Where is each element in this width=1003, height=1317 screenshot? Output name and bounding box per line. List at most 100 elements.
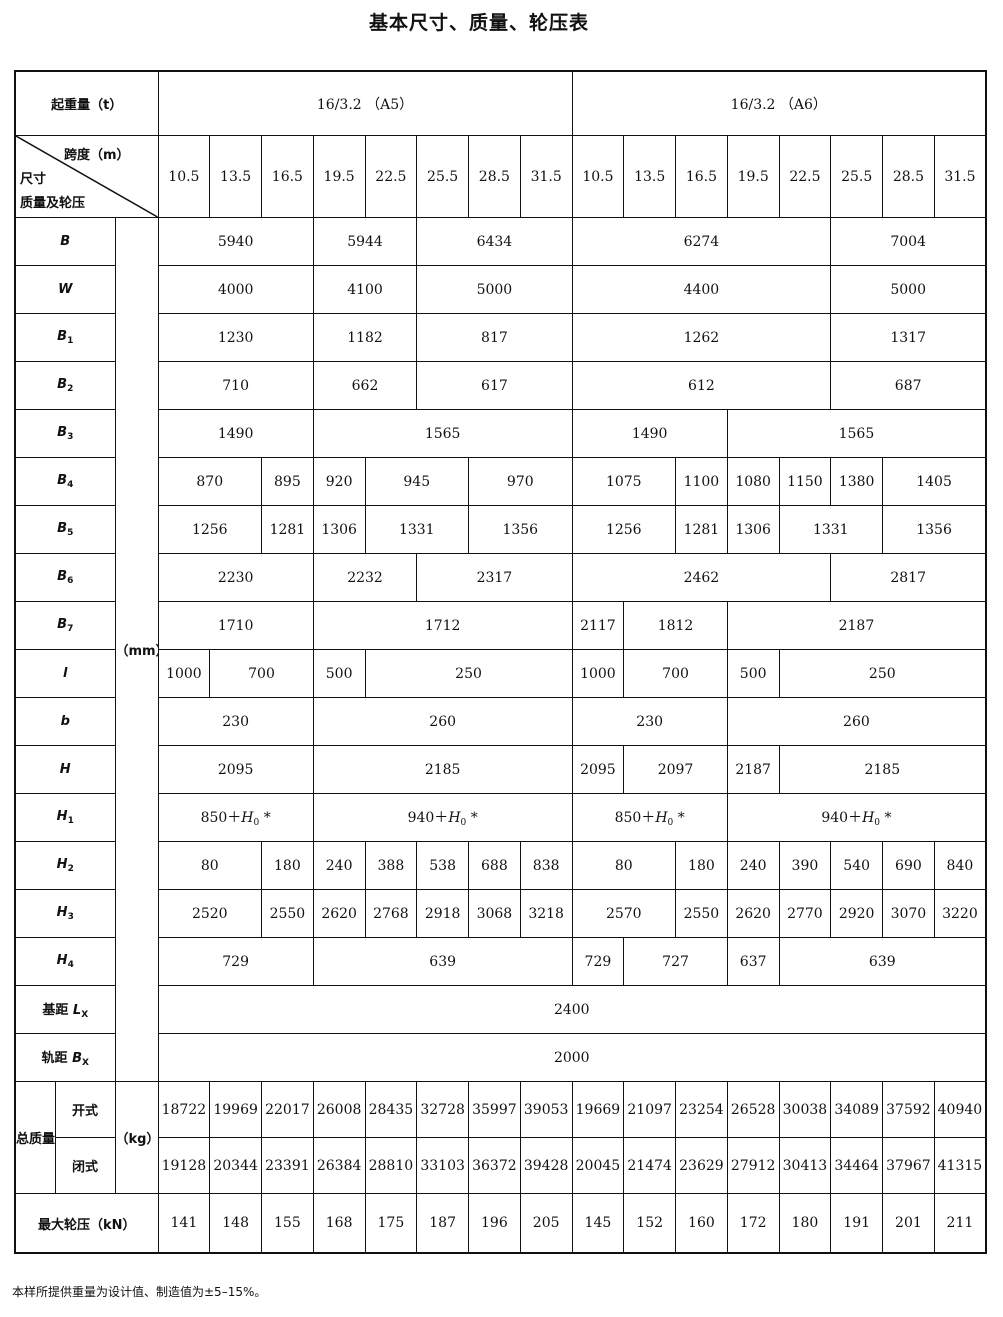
table-cell: 700 xyxy=(623,649,728,698)
value: 5000 xyxy=(476,281,513,298)
value: 1490 xyxy=(217,425,254,442)
mass-cell: 30038 xyxy=(778,1081,832,1138)
value: 2918 xyxy=(424,905,461,922)
table-cell: 5000 xyxy=(416,265,573,314)
table-cell: 1281 xyxy=(261,505,314,554)
value: 7004 xyxy=(890,233,926,250)
table-cell: 1331 xyxy=(364,505,470,554)
row-label: H4 xyxy=(14,937,116,986)
span-header-cell: 10.5 xyxy=(157,135,211,218)
symbol: H xyxy=(56,809,68,824)
value: 639 xyxy=(868,953,896,970)
table-cell: 1256 xyxy=(571,505,677,554)
row-label: H1 xyxy=(14,793,116,842)
value: 3070 xyxy=(890,905,927,922)
symbol: B xyxy=(72,1051,82,1066)
value-prefix: 850＋ xyxy=(200,810,242,826)
span-header-cell: 31.5 xyxy=(519,135,573,218)
mass-cell: 23391 xyxy=(261,1137,314,1194)
table-cell: 2232 xyxy=(312,553,418,602)
row-label: 基距 LX xyxy=(14,985,116,1034)
table-row: l 1000 700 500 250 1000 700 500 250 xyxy=(14,649,987,698)
table-cell: 920 xyxy=(312,457,366,506)
total-mass-row-open: 总质量 开式 （kg） 18722 19969 22017 26008 28435 32728 3… xyxy=(14,1081,987,1194)
table-cell: 260 xyxy=(312,697,573,746)
value: 700 xyxy=(662,665,689,682)
mass-cell: 28810 xyxy=(364,1137,418,1194)
page-title: 基本尺寸、质量、轮压表 xyxy=(368,12,589,34)
table-cell: 2520 xyxy=(157,889,263,938)
value: 260 xyxy=(429,713,457,730)
value: 2187 xyxy=(838,617,875,634)
value: 1356 xyxy=(502,521,539,538)
table-cell: 870 xyxy=(157,457,263,506)
table-cell: 729 xyxy=(157,937,314,986)
table-cell: 1230 xyxy=(157,313,314,362)
table-cell: 662 xyxy=(312,361,418,410)
subscript: 2 xyxy=(67,384,74,394)
table-row: B3 1490 1565 1490 1565 xyxy=(14,409,987,458)
table-cell: 3070 xyxy=(882,889,935,938)
table-cell: 3068 xyxy=(468,889,521,938)
value: 250 xyxy=(455,665,482,682)
value-prefix: 850＋ xyxy=(614,810,656,826)
symbol: H xyxy=(56,857,68,872)
span-header-cell: 19.5 xyxy=(312,135,366,218)
table-cell: 940＋H0 * xyxy=(726,793,987,842)
value: 1331 xyxy=(812,521,849,538)
diagonal-line xyxy=(16,136,158,217)
value: 1256 xyxy=(191,521,228,538)
mass-cell: 21097 xyxy=(623,1081,677,1138)
table-cell: 1182 xyxy=(312,313,418,362)
value: 700 xyxy=(248,665,275,682)
value: 729 xyxy=(222,953,249,970)
subscript: 5 xyxy=(67,528,74,538)
mass-cell: 37592 xyxy=(882,1081,935,1138)
wheel-load-cell: 191 xyxy=(830,1193,884,1254)
symbol: B xyxy=(57,425,68,440)
table-row: H 2095 2185 2095 2097 2187 2185 xyxy=(14,745,987,794)
table-cell: 639 xyxy=(312,937,573,986)
table-cell: 6274 xyxy=(571,217,832,266)
table-cell: 850＋H0 * xyxy=(157,793,314,842)
value: 1000 xyxy=(166,665,202,682)
table-cell: 1712 xyxy=(312,601,573,650)
span-header-cell: 13.5 xyxy=(209,135,263,218)
value: 838 xyxy=(532,857,560,874)
symbol: B xyxy=(57,329,68,344)
table-cell: 1306 xyxy=(726,505,780,554)
row-label: B3 xyxy=(14,409,116,458)
value: 5944 xyxy=(347,233,383,250)
table-row: B5 1256 1281 1306 1331 1356 1256 1281 1306 1331 13… xyxy=(14,505,987,554)
table-row: 基距 LX 2400 xyxy=(14,985,987,1034)
table-cell: 180 xyxy=(261,841,314,890)
wheel-load-cell: 180 xyxy=(778,1193,832,1254)
value: 180 xyxy=(688,857,715,874)
table-row: 轨距 BX 2000 xyxy=(14,1033,987,1082)
wheel-load-cell: 201 xyxy=(882,1193,935,1254)
value: 727 xyxy=(662,953,689,970)
table-cell: 2185 xyxy=(312,745,573,794)
total-mass-label: 总质量 xyxy=(14,1081,56,1194)
table-cell: 1256 xyxy=(157,505,263,554)
table-cell: 1100 xyxy=(675,457,728,506)
symbol: H xyxy=(56,905,68,920)
value: 240 xyxy=(739,857,767,874)
table-cell: 1356 xyxy=(882,505,987,554)
table-cell: 2817 xyxy=(830,553,987,602)
table-cell: 2550 xyxy=(261,889,314,938)
value: 538 xyxy=(429,857,456,874)
span-header-cell: 16.5 xyxy=(261,135,314,218)
value: 1356 xyxy=(916,521,952,538)
table-cell: 1565 xyxy=(312,409,573,458)
spec-table: 起重量（t） 16/3.2 （A5） 16/3.2 （A6） 跨度（m） 尺寸 … xyxy=(14,70,988,1254)
mass-cell: 26384 xyxy=(312,1137,366,1194)
wheel-load-cell: 187 xyxy=(416,1193,470,1254)
value: 817 xyxy=(481,329,508,346)
table-row: H4 729 639 729 727 637 639 xyxy=(14,937,987,986)
header-row-spans: 跨度（m） 尺寸 质量及轮压 10.5 13.5 16.5 19.5 22.5 25.5 2… xyxy=(14,135,987,218)
table-cell: 710 xyxy=(157,361,314,410)
table-row: B2 710 662 617 612 687 xyxy=(14,361,987,410)
value: 1710 xyxy=(217,617,254,634)
